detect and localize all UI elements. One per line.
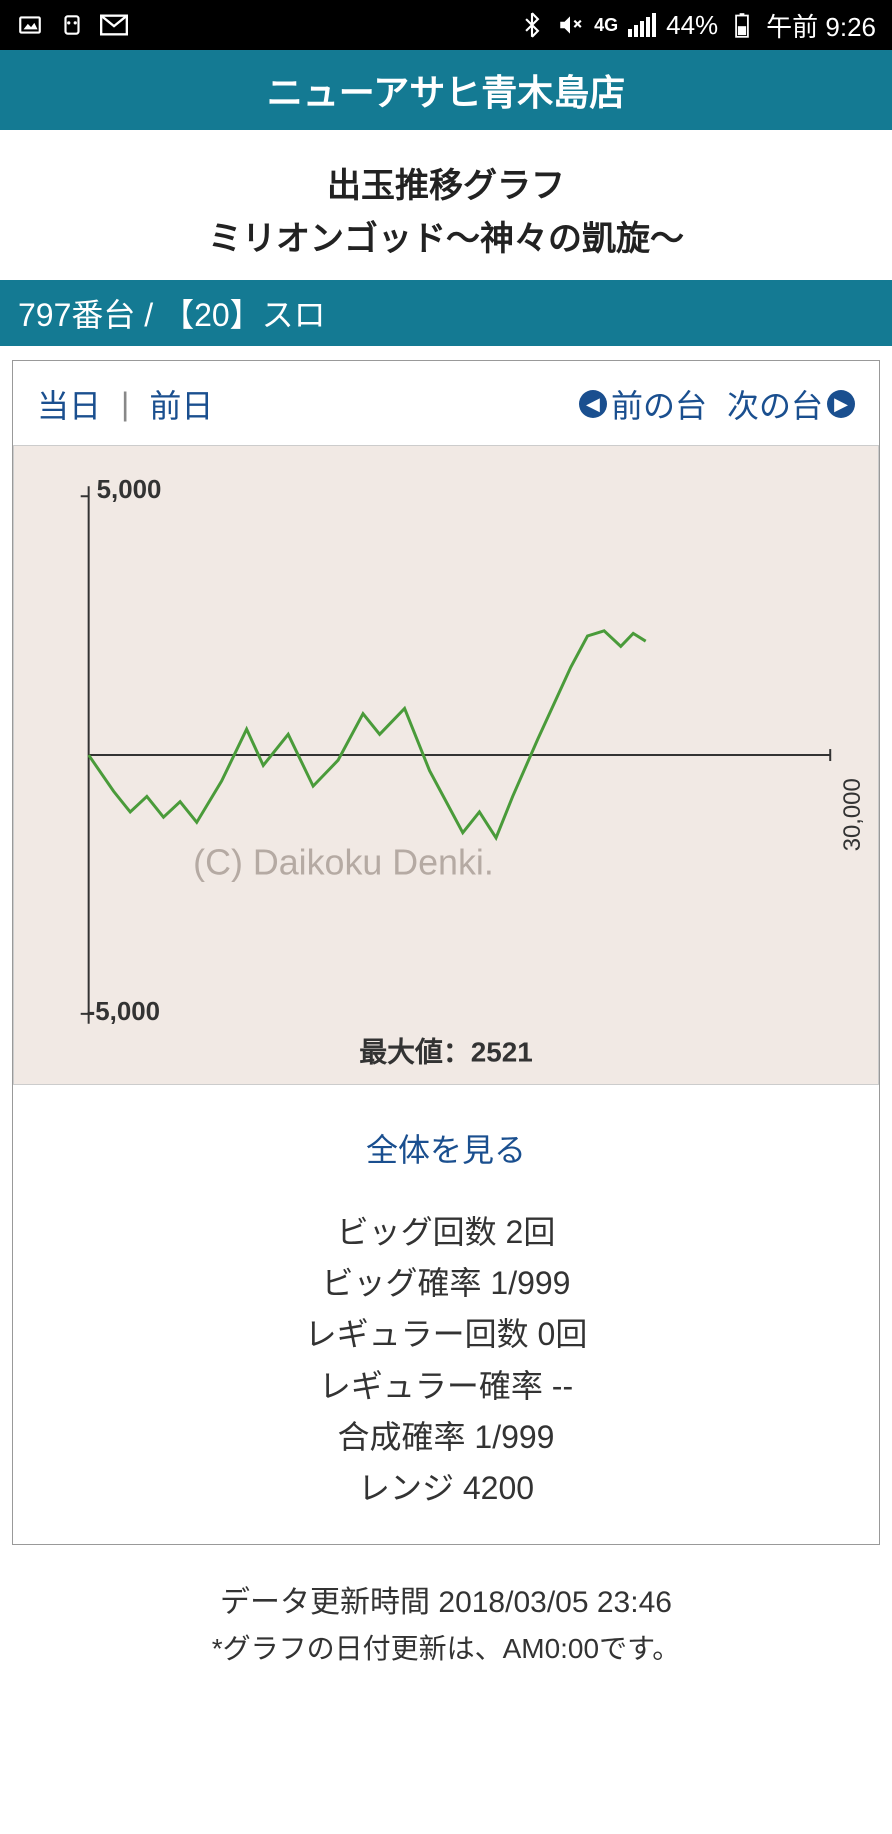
app-icon (58, 11, 86, 39)
stat-big-count: ビッグ回数 2回 (13, 1207, 879, 1258)
stats-block: ビッグ回数 2回 ビッグ確率 1/999 レギュラー回数 0回 レギュラー確率 … (13, 1207, 879, 1544)
next-machine-link[interactable]: 次の台 ▶ (727, 381, 855, 427)
stat-big-rate: ビッグ確率 1/999 (13, 1258, 879, 1309)
tab-today[interactable]: 当日 (37, 381, 101, 427)
stat-reg-rate: レギュラー確率 -- (13, 1361, 879, 1412)
view-all-label: 全体を見る (366, 1132, 526, 1168)
signal-icon (628, 13, 656, 37)
mail-icon (100, 11, 128, 39)
tabs-row: 当日 | 前日 ◀ 前の台 次の台 ▶ (13, 361, 879, 445)
tab-separator: | (121, 386, 129, 423)
store-header: ニューアサヒ青木島店 (0, 50, 892, 130)
machine-nav: ◀ 前の台 次の台 ▶ (579, 381, 855, 427)
svg-text:(C) Daikoku Denki.: (C) Daikoku Denki. (193, 842, 494, 882)
svg-text:最大値：2521: 最大値：2521 (359, 1037, 532, 1068)
content-box: 当日 | 前日 ◀ 前の台 次の台 ▶ 5,000 -5,000 30,000 (C)… (12, 360, 880, 1545)
chart-svg: 5,000 -5,000 30,000 (C) Daikoku Denki. 最大値：2… (14, 446, 878, 1084)
page-title-section: 出玉推移グラフ ミリオンゴッド～神々の凱旋～ (0, 130, 892, 280)
breadcrumb: 797番台 / 【20】スロ (0, 280, 892, 346)
clock-time: 午前 9:26 (766, 7, 876, 44)
picture-icon (16, 11, 44, 39)
status-left-icons (16, 11, 128, 39)
footer-update-time: データ更新時間 2018/03/05 23:46 (0, 1559, 892, 1627)
android-status-bar: 4G 44% 午前 9:26 (0, 0, 892, 50)
store-name: ニューアサヒ青木島店 (267, 72, 626, 113)
svg-text:5,000: 5,000 (97, 476, 162, 504)
view-all-link[interactable]: 全体を見る (13, 1085, 879, 1207)
prev-machine-link[interactable]: ◀ 前の台 (579, 381, 707, 427)
stat-reg-count: レギュラー回数 0回 (13, 1309, 879, 1360)
stat-range: レンジ 4200 (13, 1463, 879, 1514)
footer-note: *グラフの日付更新は、AM0:00です。 (0, 1627, 892, 1667)
breadcrumb-text: 797番台 / 【20】スロ (18, 297, 326, 333)
next-machine-label: 次の台 (727, 381, 823, 427)
prev-machine-label: 前の台 (611, 381, 707, 427)
network-type: 4G (594, 15, 618, 36)
title-line1: 出玉推移グラフ (16, 158, 876, 207)
chevron-right-icon: ▶ (827, 390, 855, 418)
battery-icon (728, 11, 756, 39)
svg-text:30,000: 30,000 (839, 778, 866, 851)
status-right-icons: 4G 44% 午前 9:26 (518, 7, 876, 44)
title-line2: ミリオンゴッド～神々の凱旋～ (16, 211, 876, 260)
bluetooth-icon (518, 11, 546, 39)
chevron-left-icon: ◀ (579, 390, 607, 418)
mute-icon (556, 11, 584, 39)
svg-text:-5,000: -5,000 (87, 998, 160, 1026)
stat-combined-rate: 合成確率 1/999 (13, 1412, 879, 1463)
chart-area: 5,000 -5,000 30,000 (C) Daikoku Denki. 最大値：2… (13, 445, 879, 1085)
tab-yesterday[interactable]: 前日 (149, 381, 213, 427)
battery-percent: 44% (666, 10, 718, 41)
